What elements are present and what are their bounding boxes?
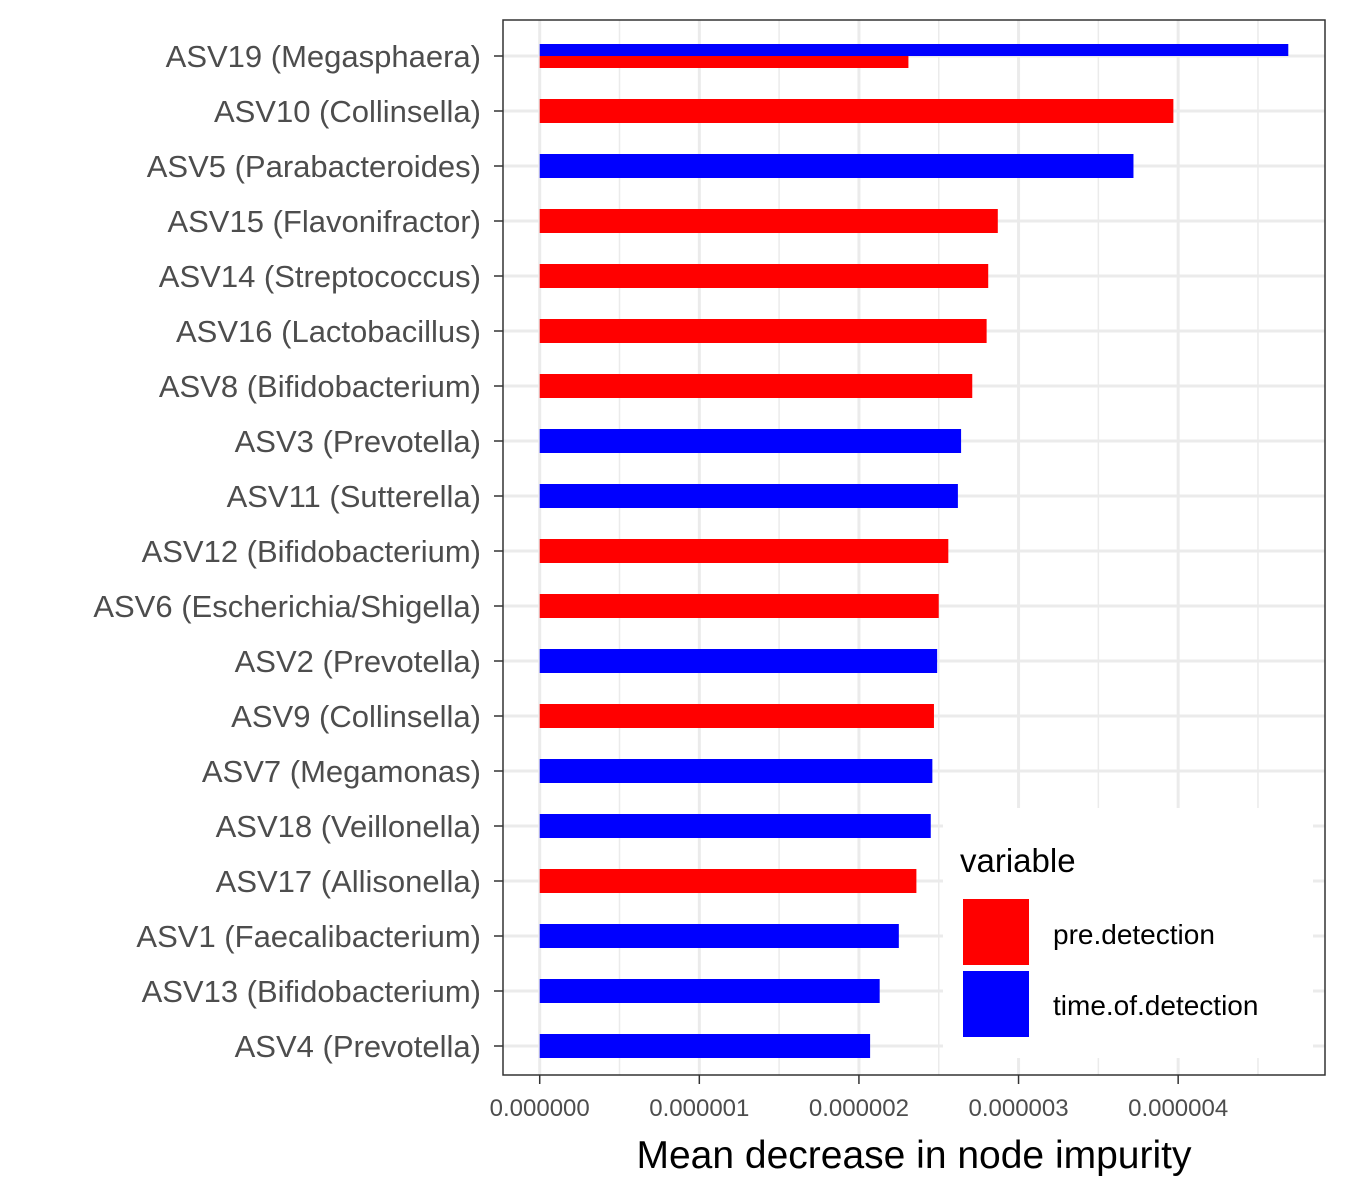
legend-label-pre-detection: pre.detection (1053, 919, 1215, 950)
bars (539, 44, 1289, 1058)
bar-time-of-detection-asv11-sutterella (539, 484, 958, 508)
legend-key-pre-detection (963, 899, 1029, 965)
bar-time-of-detection-asv18-veillonella (539, 814, 931, 838)
y-tick-label: ASV16 (Lactobacillus) (176, 314, 481, 349)
y-tick-label: ASV15 (Flavonifractor) (167, 204, 481, 239)
legend-title: variable (960, 842, 1076, 879)
bar-time-of-detection-asv7-megamonas (539, 759, 933, 783)
y-tick-label: ASV18 (Veillonella) (216, 809, 481, 844)
bar-pre-detection-asv14-streptococcus (539, 264, 989, 288)
y-tick-label: ASV4 (Prevotella) (235, 1029, 481, 1064)
bar-time-of-detection-asv1-faecalibacterium (539, 924, 899, 948)
y-tick-label: ASV11 (Sutterella) (227, 479, 481, 514)
y-tick-label: ASV6 (Escherichia/Shigella) (93, 589, 481, 624)
y-tick-label: ASV10 (Collinsella) (214, 94, 481, 129)
legend-key-time-of-detection (963, 971, 1029, 1037)
y-tick-label: ASV17 (Allisonella) (216, 864, 481, 899)
y-tick-label: ASV8 (Bifidobacterium) (159, 369, 481, 404)
y-tick-label: ASV2 (Prevotella) (235, 644, 481, 679)
legend: variable pre.detection time.of.detection (943, 808, 1313, 1058)
x-tick-label: 0.000003 (968, 1095, 1068, 1122)
y-tick-label: ASV12 (Bifidobacterium) (142, 534, 481, 569)
bar-time-of-detection-asv19-megasphaera (539, 44, 1289, 56)
x-axis: 0.000000 0.000001 0.000002 0.000003 0.000004 (490, 1075, 1228, 1122)
y-tick-label: ASV14 (Streptococcus) (159, 259, 481, 294)
legend-label-time-of-detection: time.of.detection (1053, 990, 1258, 1021)
x-tick-label: 0.000002 (809, 1095, 909, 1122)
bar-time-of-detection-asv3-prevotella (539, 429, 962, 453)
y-axis: ASV19 (Megasphaera) ASV10 (Collinsella) AS… (93, 39, 503, 1064)
plot-panel-border (502, 19, 1326, 1076)
x-axis-title: Mean decrease in node impurity (637, 1134, 1192, 1177)
bar-pre-detection-asv12-bifidobacterium (539, 539, 949, 563)
bar-pre-detection-asv15-flavonifractor (539, 209, 998, 233)
bar-pre-detection-asv9-collinsella (539, 704, 934, 728)
bar-pre-detection-asv8-bifidobacterium (539, 374, 973, 398)
bar-pre-detection-asv6-escherichia-shigella (539, 594, 939, 618)
bar-time-of-detection-asv4-prevotella (539, 1034, 871, 1058)
x-tick-label: 0.000001 (649, 1095, 749, 1122)
bar-pre-detection-asv10-collinsella (539, 99, 1174, 123)
bar-pre-detection-asv17-allisonella (539, 869, 917, 893)
y-tick-label: ASV3 (Prevotella) (235, 424, 481, 459)
y-tick-label: ASV1 (Faecalibacterium) (136, 919, 481, 954)
y-tick-label: ASV9 (Collinsella) (231, 699, 481, 734)
x-tick-label: 0.000000 (490, 1095, 590, 1122)
y-tick-label: ASV13 (Bifidobacterium) (142, 974, 481, 1009)
x-tick-label: 0.000004 (1128, 1095, 1228, 1122)
y-tick-label: ASV5 (Parabacteroides) (147, 149, 481, 184)
bar-time-of-detection-asv13-bifidobacterium (539, 979, 880, 1003)
bar-time-of-detection-asv5-parabacteroides (539, 154, 1134, 178)
bar-time-of-detection-asv2-prevotella (539, 649, 938, 673)
y-tick-label: ASV19 (Megasphaera) (166, 39, 481, 74)
bar-pre-detection-asv19-megasphaera (539, 56, 909, 68)
y-tick-label: ASV7 (Megamonas) (202, 754, 481, 789)
bar-pre-detection-asv16-lactobacillus (539, 319, 987, 343)
